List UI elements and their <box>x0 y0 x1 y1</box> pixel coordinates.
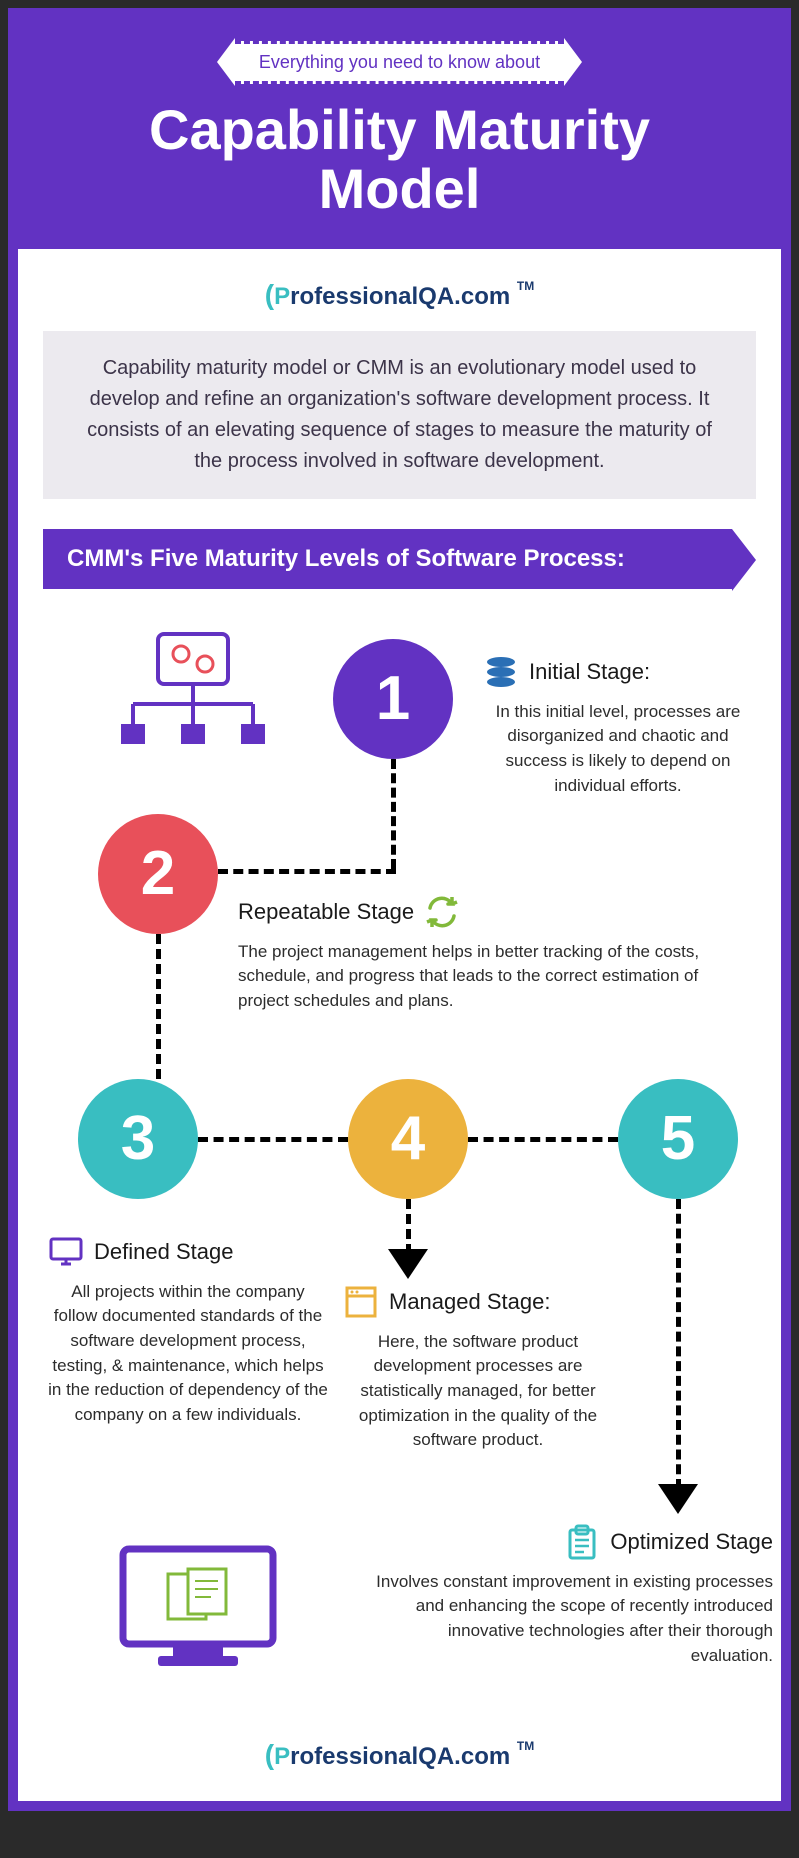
infographic-container: Everything you need to know about Capabi… <box>8 8 791 1811</box>
logo-arc-icon: ( <box>265 279 274 310</box>
monitor-icon <box>48 1234 84 1270</box>
stage-2-block: Repeatable Stage The project management … <box>238 894 708 1014</box>
stage-1-text: In this initial level, processes are dis… <box>483 700 753 799</box>
stage-4-text: Here, the software product development p… <box>343 1330 613 1453</box>
ribbon: Everything you need to know about <box>217 38 582 86</box>
arrow-down-icon <box>658 1484 698 1514</box>
stage-3-block: Defined Stage All projects within the co… <box>48 1234 328 1428</box>
logo-tm-bottom: TM <box>517 1739 534 1753</box>
main-title: Capability Maturity Model <box>28 101 771 219</box>
ribbon-right-notch <box>564 38 582 86</box>
stage-circle-1: 1 <box>333 639 453 759</box>
logo-arc-icon: ( <box>265 1739 274 1770</box>
stage-5-title-row: Optimized Stage <box>373 1524 773 1560</box>
diagram: 1 2 3 4 5 Initial Stage: <box>43 619 756 1719</box>
logo-bottom: (ProfessionalQA.com TM <box>43 1719 756 1781</box>
stage-circle-5: 5 <box>618 1079 738 1199</box>
ribbon-left-notch <box>217 38 235 86</box>
connector <box>156 934 161 1079</box>
stage-3-text: All projects within the company follow d… <box>48 1280 328 1428</box>
ribbon-text: Everything you need to know about <box>235 41 564 84</box>
content-area: (ProfessionalQA.com TM Capability maturi… <box>18 249 781 1801</box>
title-line1: Capability Maturity <box>149 98 650 161</box>
org-chart-icon <box>113 629 273 759</box>
clipboard-icon <box>564 1524 600 1560</box>
stage-5-title: Optimized Stage <box>610 1529 773 1555</box>
cycle-icon <box>424 894 460 930</box>
stage-5-block: Optimized Stage Involves constant improv… <box>373 1524 773 1669</box>
window-icon <box>343 1284 379 1320</box>
connector <box>218 869 396 874</box>
arrow-down-icon <box>388 1249 428 1279</box>
stage-circle-2: 2 <box>98 814 218 934</box>
stage-5-text: Involves constant improvement in existin… <box>373 1570 773 1669</box>
stage-1-block: Initial Stage: In this initial level, pr… <box>483 654 753 799</box>
logo-rest-bottom: rofessionalQA.com <box>290 1743 510 1770</box>
logo-top: (ProfessionalQA.com TM <box>43 269 756 331</box>
connector <box>406 1199 411 1254</box>
logo-p-bottom: P <box>274 1743 290 1770</box>
logo-tm: TM <box>517 279 534 293</box>
connector <box>468 1137 618 1142</box>
stage-3-title-row: Defined Stage <box>48 1234 328 1270</box>
stage-4-title: Managed Stage: <box>389 1289 550 1315</box>
stage-2-text: The project management helps in better t… <box>238 940 708 1014</box>
stage-2-title: Repeatable Stage <box>238 899 414 925</box>
stage-4-block: Managed Stage: Here, the software produc… <box>343 1284 613 1453</box>
section-header: CMM's Five Maturity Levels of Software P… <box>43 529 732 589</box>
connector <box>391 759 396 869</box>
connector <box>676 1199 681 1489</box>
logo-rest: rofessionalQA.com <box>290 283 510 310</box>
stage-2-title-row: Repeatable Stage <box>238 894 708 930</box>
title-line2: Model <box>319 157 481 220</box>
stage-3-title: Defined Stage <box>94 1239 233 1265</box>
stage-1-title-row: Initial Stage: <box>483 654 753 690</box>
database-icon <box>483 654 519 690</box>
header: Everything you need to know about Capabi… <box>18 18 781 249</box>
logo-p: P <box>274 283 290 310</box>
stage-4-title-row: Managed Stage: <box>343 1284 613 1320</box>
intro-box: Capability maturity model or CMM is an e… <box>43 331 756 499</box>
monitor-docs-icon <box>113 1539 283 1679</box>
connector <box>198 1137 348 1142</box>
stage-1-title: Initial Stage: <box>529 659 650 685</box>
stage-circle-3: 3 <box>78 1079 198 1199</box>
stage-circle-4: 4 <box>348 1079 468 1199</box>
